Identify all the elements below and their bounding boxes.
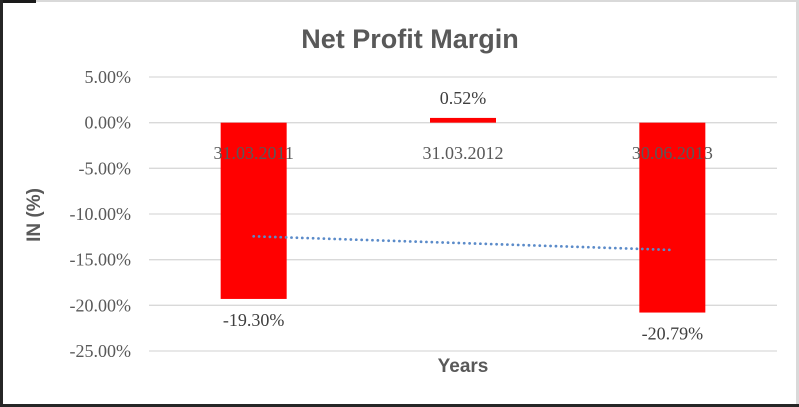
- trendline-layer: [252, 234, 674, 252]
- chart-title: Net Profit Margin: [301, 24, 519, 54]
- y-tick-label: -15.00%: [70, 250, 132, 270]
- y-axis-title: IN (%): [24, 188, 45, 242]
- y-tick-label: -25.00%: [70, 341, 132, 361]
- bars-layer: [220, 117, 706, 313]
- bar-31.03.2011: [220, 122, 287, 299]
- frame-border-left: [0, 0, 3, 407]
- bar-31.03.2012: [430, 117, 496, 123]
- frame-border-bottom: [0, 404, 799, 407]
- data-label: -20.79%: [642, 324, 704, 344]
- x-axis-title: Years: [438, 356, 489, 377]
- trendline-dotted: [252, 234, 674, 252]
- frame-border-top-left-segment: [0, 0, 36, 3]
- frame-border-right: [796, 0, 799, 407]
- category-label: 31.03.2012: [423, 143, 504, 163]
- y-tick-label: 5.00%: [85, 67, 132, 87]
- category-label: 30.06.2013: [632, 143, 713, 163]
- labels-layer: 31.03.2011 31.03.2012 30.06.2013 -19.30% 0.5…: [213, 88, 712, 344]
- y-tick-label: -10.00%: [70, 204, 132, 224]
- frame-border-top: [0, 0, 799, 2]
- category-label: 31.03.2011: [213, 143, 293, 163]
- bar-30.06.2013: [639, 122, 706, 313]
- data-label: -19.30%: [223, 310, 285, 330]
- data-label: 0.52%: [440, 88, 487, 108]
- y-tick-label: -20.00%: [70, 295, 132, 315]
- y-tick-labels-layer: 5.00% 0.00% -5.00% -10.00% -15.00% -20.00% -25…: [70, 67, 132, 361]
- y-tick-label: -5.00%: [79, 158, 132, 178]
- y-tick-label: 0.00%: [85, 113, 132, 133]
